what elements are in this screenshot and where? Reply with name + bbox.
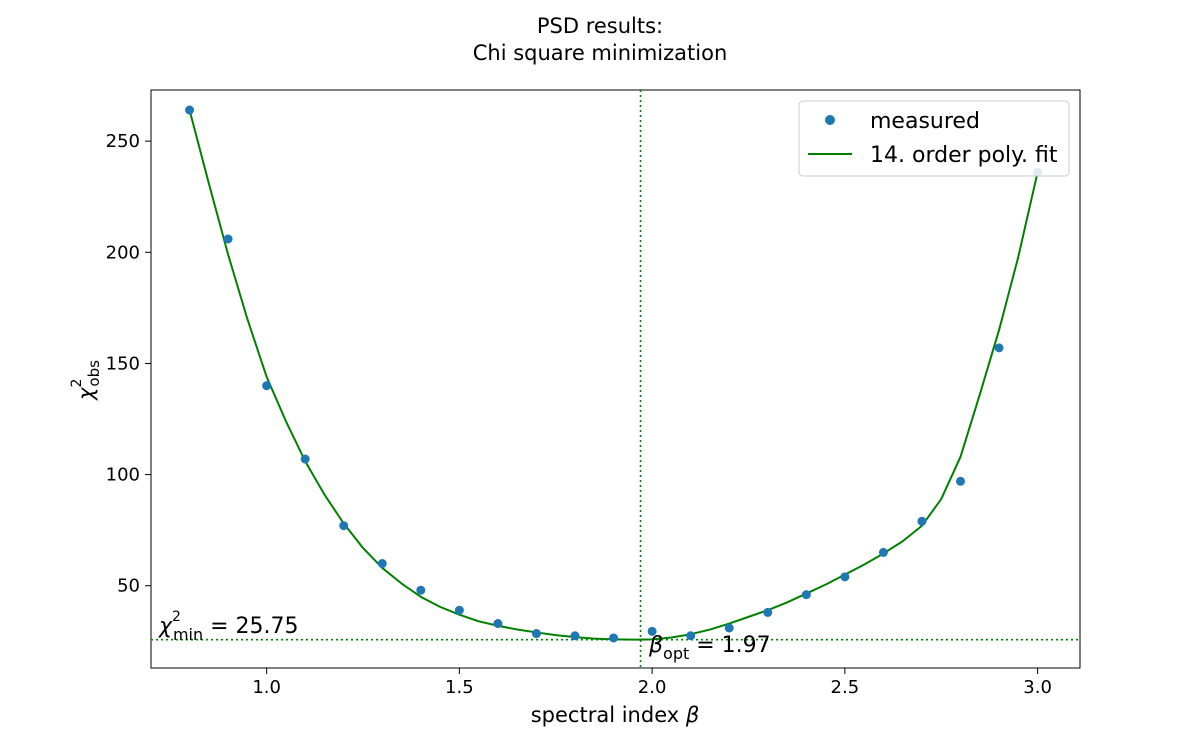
x-axis-label-text: spectral index (531, 703, 686, 727)
legend-marker-measured (825, 115, 835, 125)
measured-series (185, 105, 1043, 643)
y-axis-label-symbol: χ (74, 386, 98, 401)
data-point (570, 631, 580, 641)
y-tick-label: 100 (106, 465, 140, 486)
data-point (531, 629, 541, 639)
legend: measured 14. order poly. fit (798, 100, 1070, 177)
y-tick-label: 50 (117, 576, 140, 597)
data-point (223, 234, 233, 244)
data-point (686, 631, 696, 641)
chi-min-symbol: χ (158, 614, 173, 639)
data-point (339, 521, 349, 531)
data-point (262, 381, 272, 391)
svg-text:χ2obs: χ2obs (69, 360, 103, 401)
x-axis-label-symbol: β (685, 703, 699, 727)
y-axis-label-sub: obs (85, 360, 103, 387)
beta-opt-symbol: β (648, 633, 663, 658)
y-axis-ticks: 50 100 150 200 250 (106, 131, 151, 597)
legend-box (798, 100, 1070, 177)
chart-title-line2: Chi square minimization (473, 41, 728, 65)
beta-opt-annotation: βopt = 1.97 (648, 633, 771, 663)
data-point (493, 619, 503, 629)
data-point (994, 343, 1004, 353)
chi-min-sub: min (173, 625, 203, 644)
beta-opt-value: = 1.97 (689, 633, 770, 658)
x-tick-label: 2.0 (638, 677, 667, 698)
x-tick-label: 3.0 (1023, 677, 1052, 698)
data-point (300, 454, 310, 464)
y-axis-label: χ2obs (69, 360, 103, 401)
plot-area (150, 89, 1081, 669)
data-point (416, 585, 426, 595)
chi-min-annotation: χ2 min = 25.75 (158, 609, 299, 644)
legend-label-fit: 14. order poly. fit (870, 143, 1058, 168)
data-point (917, 516, 927, 526)
data-point (956, 476, 966, 486)
chi-min-sup: 2 (172, 609, 181, 625)
reference-lines (151, 90, 1080, 668)
data-point (724, 623, 734, 633)
x-tick-label: 1.5 (445, 677, 474, 698)
fit-line (188, 109, 1039, 641)
data-point (801, 590, 811, 600)
data-point (878, 547, 888, 557)
y-tick-label: 200 (106, 242, 140, 263)
x-axis-ticks: 1.0 1.5 2.0 2.5 3.0 (252, 668, 1052, 698)
y-tick-label: 250 (106, 131, 140, 152)
x-tick-label: 2.5 (831, 677, 860, 698)
data-point (609, 633, 619, 643)
data-point (647, 626, 657, 636)
y-tick-label: 150 (106, 353, 140, 374)
y-axis-label-sup: 2 (69, 379, 85, 388)
data-point (840, 572, 850, 582)
data-point (454, 605, 464, 615)
data-point (377, 559, 387, 569)
x-tick-label: 1.0 (252, 677, 281, 698)
data-point (763, 607, 773, 617)
legend-label-measured: measured (870, 109, 980, 134)
chart-title-line1: PSD results: (537, 14, 663, 38)
chi-min-value: = 25.75 (203, 614, 298, 639)
x-axis-label: spectral index β (531, 703, 700, 727)
beta-opt-sub: opt (663, 644, 689, 663)
fit-line-series (188, 109, 1039, 641)
data-point (185, 105, 195, 115)
